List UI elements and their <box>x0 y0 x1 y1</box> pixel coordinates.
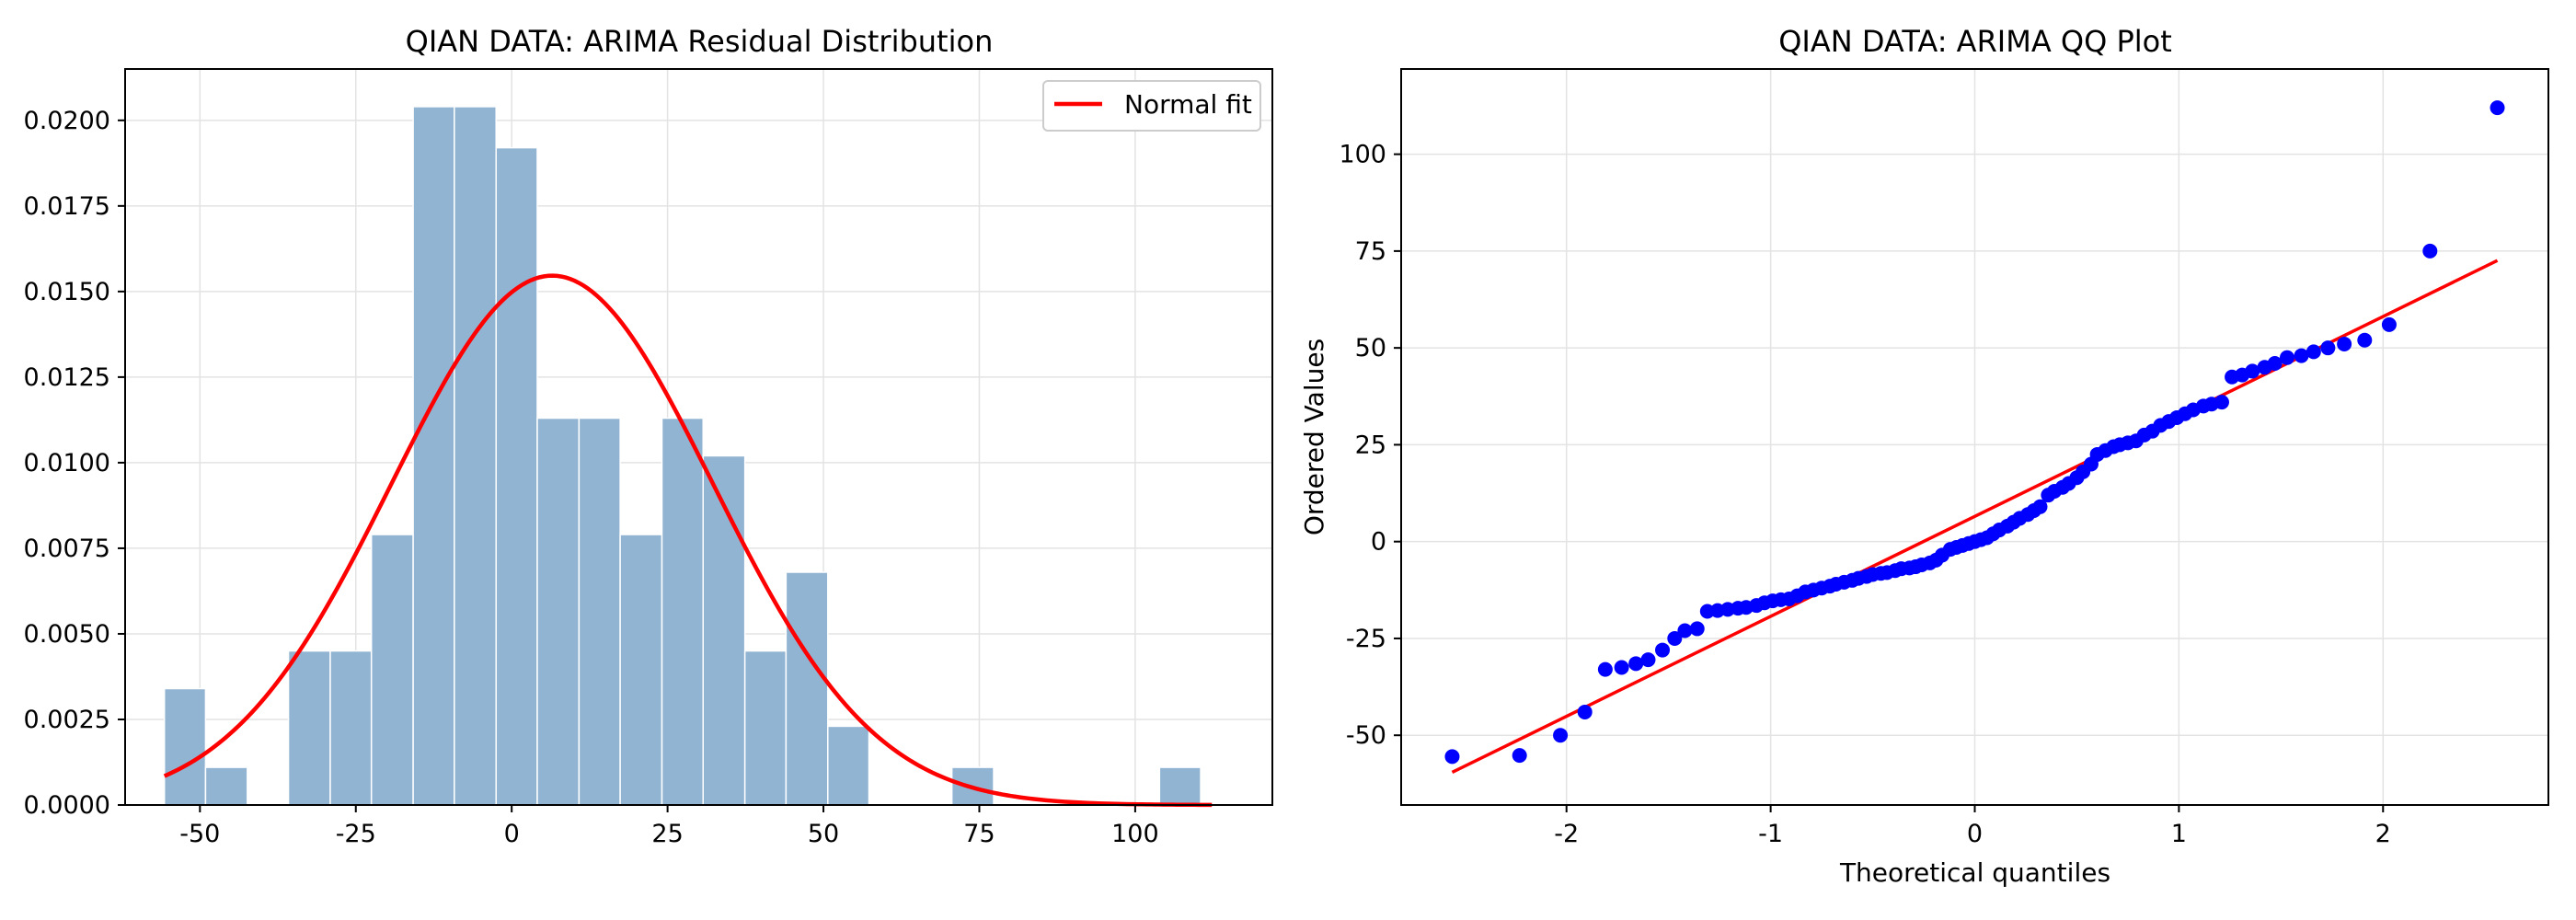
hist-y-tick-label: 0.0025 <box>24 706 110 734</box>
qq-ylabel: Ordered Values <box>1299 339 1329 535</box>
qq-title: QIAN DATA: ARIMA QQ Plot <box>1778 24 2172 59</box>
hist-x-tick-label: 75 <box>963 820 995 848</box>
qq-y-tick-label: 75 <box>1355 237 1386 266</box>
qq-point <box>2214 395 2229 410</box>
histogram-bar <box>785 571 829 806</box>
histogram-bar <box>661 417 704 806</box>
histogram-bar <box>578 417 621 806</box>
qq-plot-panel: QIAN DATA: ARIMA QQ Plot -2 -1 0 1 2 -50 -25 0 2… <box>1299 24 2549 888</box>
qq-points <box>1444 100 2505 765</box>
histogram-bar <box>827 725 870 806</box>
qq-x-tick-label: -1 <box>1758 820 1783 848</box>
hist-y-tick-label: 0.0075 <box>24 535 110 563</box>
qq-point <box>2267 356 2283 371</box>
histogram-title: QIAN DATA: ARIMA Residual Distribution <box>406 24 994 59</box>
qq-point <box>2294 348 2309 363</box>
qq-point <box>1667 630 1683 646</box>
qq-point <box>1577 704 1593 719</box>
qq-axes-frame <box>1400 68 2549 806</box>
qq-y-tick-label: -25 <box>1346 625 1386 653</box>
qq-y-tick-label: 50 <box>1355 334 1386 362</box>
qq-point <box>2032 499 2048 514</box>
histogram-bar <box>454 106 497 806</box>
qq-point <box>1640 652 1656 668</box>
hist-y-tick-label: 0.0000 <box>24 791 110 820</box>
qq-point <box>1553 728 1569 743</box>
histogram-bar <box>329 650 373 806</box>
qq-point <box>1655 642 1671 658</box>
qq-point <box>2357 332 2373 348</box>
qq-point <box>1512 748 1527 764</box>
normal-fit-curve-group <box>163 273 1213 808</box>
qq-ticks: -2 -1 0 1 2 -50 -25 0 25 50 75 100 <box>1339 141 2390 848</box>
qq-point <box>1614 660 1629 675</box>
legend-normal-fit-label: Normal fit <box>1124 89 1252 120</box>
qq-point <box>2306 344 2321 360</box>
qq-point <box>2245 363 2260 379</box>
hist-y-tick-label: 0.0150 <box>24 278 110 306</box>
histogram-bar <box>495 146 538 806</box>
histogram-grid <box>125 69 1272 806</box>
histogram-bar <box>204 766 248 806</box>
histogram-bar <box>1158 766 1202 806</box>
histogram-bar <box>370 534 414 806</box>
qq-point <box>1689 621 1705 637</box>
histogram-bars <box>163 106 1202 806</box>
hist-y-tick-label: 0.0200 <box>24 107 110 135</box>
qq-point <box>2279 350 2294 365</box>
qq-point <box>2320 340 2336 356</box>
qq-x-tick-label: 0 <box>1967 820 1983 848</box>
hist-x-tick-label: 0 <box>504 820 520 848</box>
qq-point <box>2490 100 2505 116</box>
histogram-ticks: -50 -25 0 25 50 75 100 0.0000 0.0025 0.0050 0.0075… <box>24 107 1159 848</box>
histogram-bar <box>287 650 331 806</box>
histogram-axes-frame <box>124 68 1273 806</box>
histogram-bar <box>163 687 207 806</box>
histogram-bar <box>743 650 788 806</box>
hist-x-tick-label: 50 <box>808 820 839 848</box>
qq-point <box>2381 316 2397 332</box>
qq-point <box>1628 656 1644 672</box>
hist-y-tick-label: 0.0125 <box>24 363 110 392</box>
qq-grid <box>1401 69 2548 805</box>
qq-y-tick-label: -50 <box>1346 721 1386 750</box>
hist-x-tick-label: -50 <box>179 820 220 848</box>
legend-box <box>1042 80 1261 132</box>
hist-y-tick-label: 0.0050 <box>24 620 110 649</box>
qq-x-tick-label: -2 <box>1554 820 1579 848</box>
histogram-bar <box>536 417 581 806</box>
histogram-panel: QIAN DATA: ARIMA Residual Distribution -… <box>24 24 1273 848</box>
histogram-bar <box>619 534 663 806</box>
qq-point <box>1444 749 1460 765</box>
hist-x-tick-label: -25 <box>336 820 376 848</box>
qq-point <box>2422 243 2438 259</box>
qq-y-tick-label: 0 <box>1371 528 1386 557</box>
hist-y-tick-label: 0.0100 <box>24 449 110 477</box>
qq-xlabel: Theoretical quantiles <box>1839 857 2110 888</box>
qq-x-tick-label: 2 <box>2375 820 2391 848</box>
qq-y-tick-label: 25 <box>1355 431 1386 459</box>
hist-y-tick-label: 0.0175 <box>24 192 110 221</box>
hist-x-tick-label: 25 <box>651 820 683 848</box>
qq-point <box>1597 661 1613 677</box>
histogram-legend: Normal fit <box>1042 80 1261 132</box>
normal-fit-curve <box>163 273 1213 808</box>
qq-point <box>1677 623 1693 638</box>
histogram-bar <box>412 106 455 806</box>
qq-y-tick-label: 100 <box>1339 141 1386 169</box>
qq-point <box>2337 336 2352 351</box>
hist-x-tick-label: 100 <box>1111 820 1159 848</box>
qq-x-tick-label: 1 <box>2171 820 2187 848</box>
